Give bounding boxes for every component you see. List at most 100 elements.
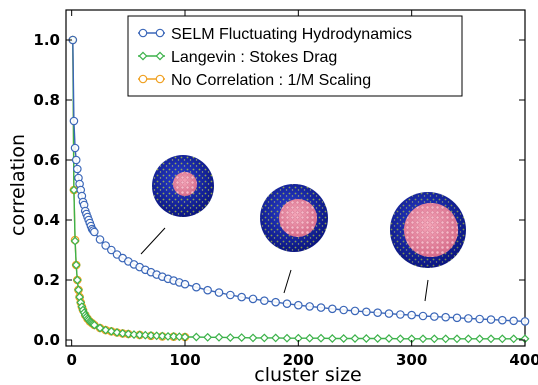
data-point (152, 331, 162, 341)
data-point (316, 333, 326, 343)
y-tick-label: 0.6 (33, 151, 60, 169)
legend-marker (155, 51, 165, 61)
data-point (107, 245, 116, 255)
data-point (70, 143, 80, 153)
data-point (429, 334, 439, 344)
data-point (373, 334, 383, 343)
data-point (129, 330, 139, 340)
cluster-large-image (390, 192, 466, 268)
y-axis-label: correlation (7, 134, 29, 236)
data-point (452, 334, 462, 344)
data-point (373, 308, 382, 318)
y-tick-label: 0.2 (33, 271, 60, 289)
x-tick-label: 200 (283, 351, 314, 369)
data-point (305, 302, 314, 311)
data-point (328, 304, 337, 314)
y-tick-label: 0.8 (33, 91, 60, 109)
data-point (497, 334, 507, 344)
inset-pointer-line-small (140, 227, 166, 255)
data-point (157, 331, 167, 341)
legend-item: No Correlation : 1/M Scaling (138, 72, 371, 89)
data-point (106, 326, 116, 336)
data-point (74, 285, 83, 295)
data-point (475, 334, 485, 344)
y-tick-label: 0.4 (33, 211, 60, 229)
x-tick-label: 400 (509, 351, 538, 369)
data-point (70, 236, 80, 246)
legend-box (127, 15, 463, 97)
data-point (475, 314, 484, 324)
data-point (486, 315, 496, 324)
data-point (146, 331, 156, 340)
data-point (430, 312, 439, 321)
x-tick-label: 300 (396, 351, 427, 369)
series-1 (68, 35, 530, 344)
data-point (463, 334, 473, 344)
data-point (135, 330, 145, 340)
legend-marker (138, 28, 148, 38)
cluster-medium-image (260, 184, 328, 252)
legend: SELM Fluctuating Hydrodynamics Langevin :… (127, 15, 463, 97)
legend-label: No Correlation : 1/M Scaling (171, 72, 371, 89)
data-point (69, 116, 79, 126)
data-point (225, 333, 235, 343)
data-point (214, 288, 224, 297)
data-point (69, 185, 79, 195)
y-tick-label: 0.0 (33, 331, 60, 349)
data-point (89, 320, 99, 330)
legend-marker (155, 28, 165, 38)
series-layer (68, 35, 530, 344)
data-point (248, 333, 258, 343)
data-point (118, 328, 128, 338)
data-point (163, 331, 173, 341)
data-point (441, 334, 451, 344)
data-point (361, 334, 371, 343)
data-point (226, 290, 235, 300)
legend-label: SELM Fluctuating Hydrodynamics (171, 26, 412, 43)
data-point (71, 260, 81, 270)
data-point (395, 334, 405, 344)
data-point (203, 332, 213, 342)
data-point (498, 315, 507, 325)
data-point (384, 334, 394, 343)
data-point (101, 241, 110, 250)
inset-pointer-line-medium (283, 269, 292, 294)
data-point (418, 311, 428, 321)
data-point (305, 333, 315, 343)
data-point (339, 334, 349, 343)
plot-area (65, 9, 526, 347)
cluster-small-image (152, 155, 214, 217)
data-point (71, 155, 81, 165)
axes: 0 100 200 300 400 0.0 0.2 0.4 0.6 0.8 1.0 (33, 10, 538, 369)
data-point (520, 317, 530, 326)
data-point (259, 333, 269, 343)
data-point (95, 235, 105, 244)
legend-marker (155, 74, 165, 84)
data-point (237, 292, 246, 302)
data-point (396, 310, 405, 319)
legend-marker (138, 74, 148, 84)
data-point (339, 305, 348, 315)
data-point (464, 314, 473, 323)
data-point (72, 275, 82, 285)
data-point (203, 285, 212, 295)
data-point (214, 332, 224, 342)
data-point (509, 334, 519, 344)
data-point (384, 309, 394, 318)
data-point (140, 330, 150, 340)
data-point (174, 332, 184, 342)
data-point (282, 299, 292, 309)
data-point (316, 303, 326, 312)
series-0 (68, 35, 530, 326)
y-tick-label: 1.0 (33, 31, 60, 49)
data-point (294, 300, 303, 310)
data-point (509, 316, 518, 326)
data-point (180, 279, 190, 289)
data-point (112, 328, 122, 337)
data-point (90, 227, 99, 237)
data-point (123, 329, 133, 339)
data-point (237, 333, 247, 343)
x-axis-label: cluster size (254, 364, 362, 385)
data-point (407, 310, 416, 320)
data-point (191, 332, 201, 342)
